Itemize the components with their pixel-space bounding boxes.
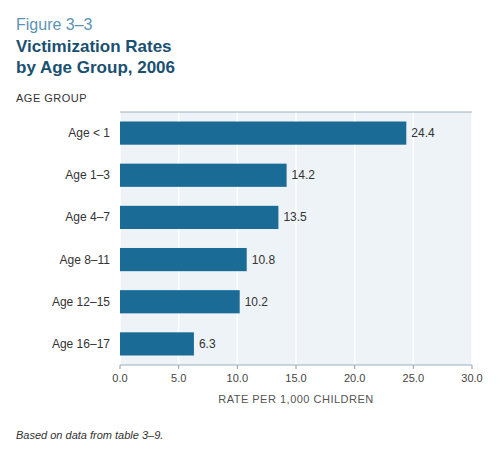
bar [120, 290, 240, 313]
data-label: 24.4 [411, 126, 435, 140]
title-prefix: Figure 3–3 [16, 16, 93, 33]
plot-background [120, 112, 472, 365]
y-axis: Age < 1 Age 1–3 Age 4–7 Age 8–11 Age 12–15 Ag… [52, 126, 110, 351]
bar [120, 332, 194, 355]
grid-line [354, 112, 356, 365]
title: Victimization Rates by Age Group, 2006 [16, 37, 175, 77]
chart-svg: Figure 3–3 Victimization Rates by Age Grou… [0, 0, 500, 457]
bars [120, 121, 406, 355]
grid-line [178, 112, 180, 365]
tick-label: 15.0 [285, 372, 306, 384]
tick-label: 20.0 [344, 372, 365, 384]
category-label: Age 8–11 [60, 253, 111, 267]
grid-line [295, 112, 297, 365]
tick-mark [178, 365, 179, 369]
tick-mark [472, 365, 473, 369]
data-label: 13.5 [283, 210, 307, 224]
tick-label: 0.0 [112, 372, 127, 384]
x-grid [120, 112, 472, 365]
title-line: by Age Group, 2006 [16, 58, 175, 77]
tick-mark [237, 365, 238, 369]
footnote: Based on data from table 3–9. [16, 429, 163, 441]
tick-mark [120, 365, 121, 369]
tick-label: 25.0 [403, 372, 424, 384]
grid-line [237, 112, 239, 365]
data-label: 10.8 [252, 253, 276, 267]
data-label: 10.2 [245, 295, 269, 309]
bar [120, 248, 247, 271]
x-axis-label: RATE PER 1,000 CHILDREN [218, 393, 374, 405]
category-label: Age 4–7 [65, 210, 110, 224]
category-label: Age 12–15 [52, 295, 110, 309]
tick-label: 10.0 [227, 372, 248, 384]
bar [120, 206, 278, 229]
data-label: 14.2 [292, 168, 316, 182]
category-label: Age < 1 [68, 126, 110, 140]
title-line: Victimization Rates [16, 37, 172, 56]
tick-mark [413, 365, 414, 369]
bar [120, 121, 406, 144]
data-label: 6.3 [199, 337, 216, 351]
grid-line [413, 112, 415, 365]
tick-mark [296, 365, 297, 369]
bar [120, 164, 287, 187]
data-labels: 24.4 14.2 13.5 10.8 10.2 6.3 [199, 126, 435, 351]
plot-bottom-rule [120, 365, 472, 366]
tick-mark [354, 365, 355, 369]
chart-container: Figure 3–3 Victimization Rates by Age Grou… [0, 0, 500, 457]
y-axis-label: AGE GROUP [16, 92, 87, 104]
title-group: Figure 3–3 Victimization Rates by Age Grou… [16, 16, 175, 77]
tick-label: 30.0 [461, 372, 482, 384]
category-label: Age 1–3 [65, 168, 110, 182]
grid-line [471, 112, 473, 365]
tick-label: 5.0 [171, 372, 186, 384]
category-label: Age 16–17 [52, 337, 110, 351]
x-axis: 0.0 5.0 10.0 15.0 20.0 25.0 30.0 [112, 365, 482, 384]
plot-top-rule [120, 112, 472, 113]
grid-line [119, 112, 121, 365]
